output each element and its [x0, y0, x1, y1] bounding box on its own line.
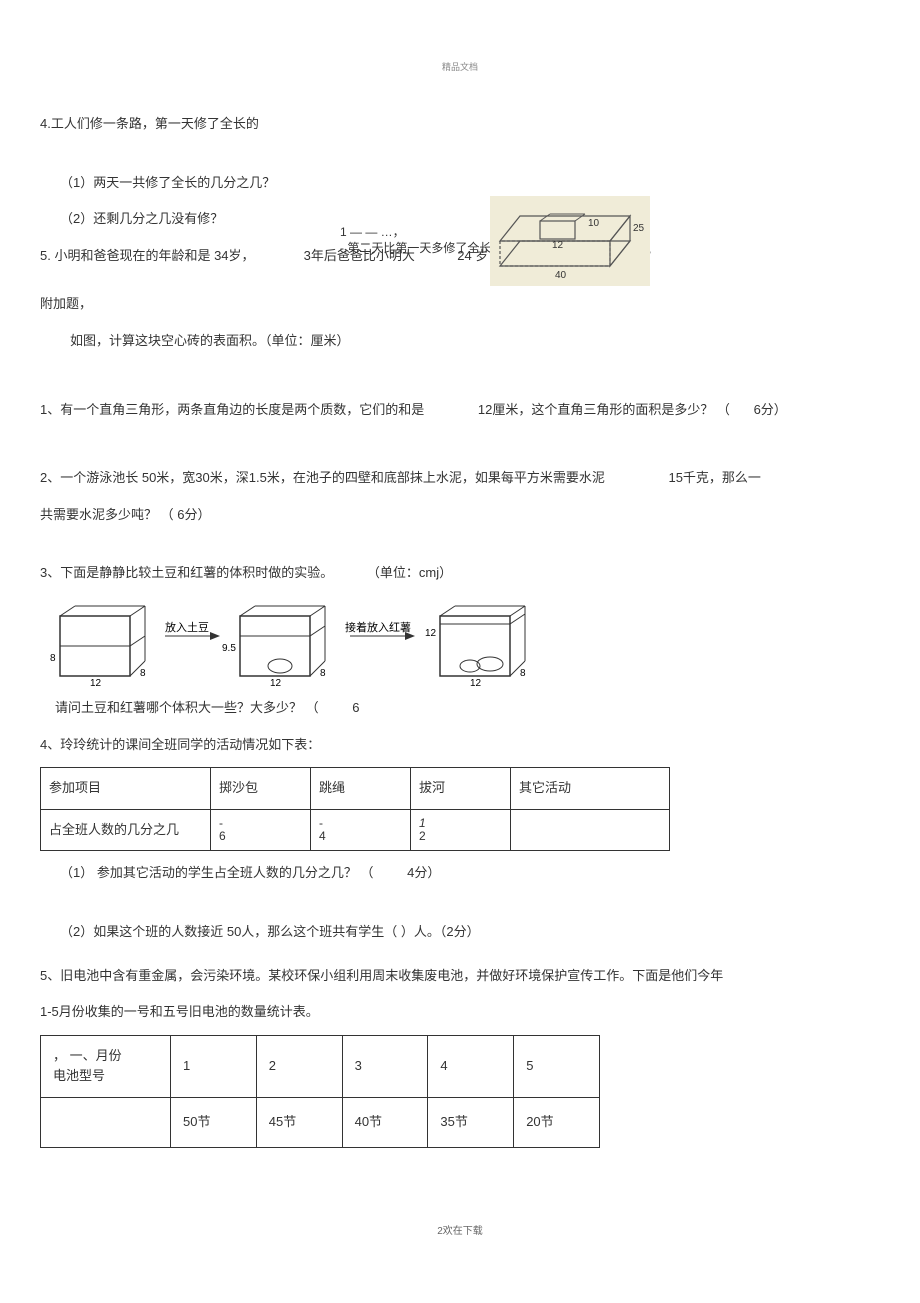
- cell-frac-3: 12: [411, 809, 511, 851]
- label-potato: 放入土豆: [165, 620, 209, 634]
- frag-num: 1 — — …，: [340, 225, 405, 239]
- svg-text:12: 12: [425, 628, 437, 639]
- th-item: 参加项目: [41, 768, 211, 810]
- q4-text: 4.工人们修一条路，第一天修了全长的: [40, 116, 259, 131]
- q4-sub1: （1）两天一共修了全长的几分之几？: [40, 169, 880, 198]
- attach-label: 附加题，: [40, 290, 880, 319]
- cell-2: 45节: [256, 1098, 342, 1148]
- p1-mid: 12厘米，这个直角三角形的面积是多少？ （: [478, 402, 730, 417]
- p4-sub1: （1） 参加其它活动的学生占全班人数的几分之几？ （ 4分）: [40, 859, 880, 888]
- table-row: 参加项目 掷沙包 跳绳 拔河 其它活动: [41, 768, 670, 810]
- cell-frac-1: -6: [211, 809, 311, 851]
- svg-text:9.5: 9.5: [222, 643, 236, 654]
- month-3: 3: [342, 1035, 428, 1098]
- cell-1: 50节: [171, 1098, 257, 1148]
- label-sweet-potato: 接着放入红薯: [345, 620, 411, 634]
- cell-frac-2: -4: [311, 809, 411, 851]
- p1-text: 1、有一个直角三角形，两条直角边的长度是两个质数，它们的和是: [40, 402, 424, 417]
- content-area: 4.工人们修一条路，第一天修了全长的 1 — — …， -,第二天比第一天多修了…: [40, 110, 880, 1148]
- p4-sub1-text: （1） 参加其它活动的学生占全班人数的几分之几？ （: [60, 865, 373, 880]
- problem-2: 2、一个游泳池长 50米，宽30米，深1.5米，在池子的四壁和底部抹上水泥，如果…: [40, 464, 880, 493]
- activity-table: 参加项目 掷沙包 跳绳 拔河 其它活动 占全班人数的几分之几 -6 -4 12: [40, 767, 670, 851]
- problem-3: 3、下面是静静比较土豆和红薯的体积时做的实验。 （单位：cmj）: [40, 559, 880, 588]
- month-1: 1: [171, 1035, 257, 1098]
- month-5: 5: [514, 1035, 600, 1098]
- th-1: 掷沙包: [211, 768, 311, 810]
- p5-line2: 1-5月份收集的一号和五号旧电池的数量统计表。: [40, 998, 880, 1027]
- dim-10: 10: [588, 218, 600, 229]
- cell-5: 20节: [514, 1098, 600, 1148]
- svg-text:8: 8: [320, 668, 326, 679]
- cell-3: 40节: [342, 1098, 428, 1148]
- p2-line2: 共需要水泥多少吨？ （ 6分）: [40, 501, 880, 530]
- problem-1: 1、有一个直角三角形，两条直角边的长度是两个质数，它们的和是 12厘米，这个直角…: [40, 396, 880, 425]
- dim-40: 40: [555, 270, 567, 281]
- p2-text: 2、一个游泳池长 50米，宽30米，深1.5米，在池子的四壁和底部抹上水泥，如果…: [40, 470, 605, 485]
- svg-text:8: 8: [50, 653, 56, 664]
- p1-end: 6分）: [754, 402, 787, 417]
- svg-text:12: 12: [90, 678, 102, 686]
- question-4: 4.工人们修一条路，第一天修了全长的 1 — — …， -,第二天比第一天多修了…: [40, 110, 880, 139]
- p4-sub2: （2）如果这个班的人数接近 50人，那么这个班共有学生（ ）人。（2分）: [40, 918, 880, 947]
- brick-diagram: 10 25 12 40: [490, 196, 650, 286]
- q5-p1: 5. 小明和爸爸现在的年龄和是 34岁，: [40, 242, 300, 271]
- corner-cell: ， 一、月份电池型号: [41, 1035, 171, 1098]
- p4-sub1-pts: 4分）: [407, 865, 440, 880]
- problem-4: 4、玲玲统计的课间全班同学的活动情况如下表：: [40, 731, 880, 760]
- frag-den: -,第二天比第一天多修了全长的: [340, 241, 503, 255]
- month-2: 2: [256, 1035, 342, 1098]
- attach-text: 如图，计算这块空心砖的表面积。（单位：厘米）: [40, 327, 880, 356]
- row-label: 占全班人数的几分之几: [41, 809, 211, 851]
- cell-empty: [511, 809, 670, 851]
- dim-25: 25: [633, 223, 645, 234]
- th-2: 跳绳: [311, 768, 411, 810]
- row-empty: [41, 1098, 171, 1148]
- svg-text:8: 8: [140, 668, 146, 679]
- svg-text:12: 12: [270, 678, 282, 686]
- footer-text: 2欢在下载: [437, 1221, 483, 1243]
- svg-text:8: 8: [520, 668, 526, 679]
- table-row: 占全班人数的几分之几 -6 -4 12: [41, 809, 670, 851]
- p3-text: 3、下面是静静比较土豆和红薯的体积时做的实验。: [40, 565, 333, 580]
- p2-mid: 15千克，那么一: [668, 470, 760, 485]
- q4-frag-1: 1 — — …， -,第二天比第一天多修了全长的: [340, 225, 503, 256]
- battery-table: ， 一、月份电池型号 1 2 3 4 5 50节 45节 40节 35节 20节: [40, 1035, 600, 1148]
- experiment-diagram: 8 12 8 放入土豆 9.5 12 8 接着放入红薯 12 12 8: [40, 596, 680, 686]
- dim-12: 12: [552, 240, 564, 251]
- table-row: ， 一、月份电池型号 1 2 3 4 5: [41, 1035, 600, 1098]
- th-3: 拔河: [411, 768, 511, 810]
- p3-ask-text: 请问土豆和红薯哪个体积大一些？大多少？ （: [55, 700, 319, 715]
- brick-svg: 10 25 12 40: [490, 196, 650, 286]
- svg-text:12: 12: [470, 678, 482, 686]
- cell-4: 35节: [428, 1098, 514, 1148]
- table-row: 50节 45节 40节 35节 20节: [41, 1098, 600, 1148]
- p3-ask: 请问土豆和红薯哪个体积大一些？大多少？ （ 6: [40, 694, 880, 723]
- th-4: 其它活动: [511, 768, 670, 810]
- month-4: 4: [428, 1035, 514, 1098]
- p3-unit: （单位：cmj）: [367, 565, 452, 580]
- header-watermark: 精品文档: [442, 58, 478, 78]
- problem-5: 5、旧电池中含有重金属，会污染环境。某校环保小组利用周末收集废电池，并做好环境保…: [40, 962, 880, 991]
- p3-ask-end: 6: [352, 700, 359, 715]
